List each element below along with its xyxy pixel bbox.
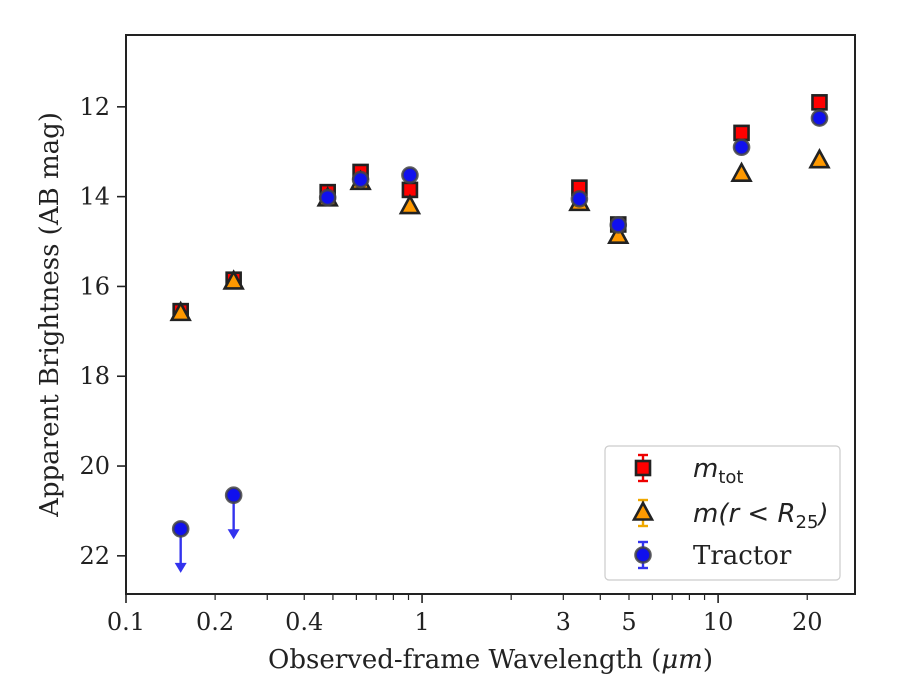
data-point-mtot: [811, 94, 828, 111]
plot-frame: [125, 34, 856, 595]
x-tick-label: 5: [621, 608, 636, 636]
y-tick-label: 20: [79, 452, 110, 480]
legend-marker-mtot: [634, 459, 652, 477]
x-tick-label: 0.4: [285, 608, 323, 636]
x-axis-label-suffix: ): [703, 645, 713, 675]
series-tractor: [171, 109, 829, 573]
legend-label-mtot: mtot: [693, 454, 743, 488]
data-point-tractor: [318, 188, 337, 207]
series-mr25: [169, 148, 831, 322]
chart-marks: [169, 94, 831, 573]
data-point-mr25: [607, 223, 630, 244]
y-tick-label: 16: [79, 272, 110, 300]
data-point-mtot: [733, 124, 750, 142]
data-point-tractor: [570, 190, 589, 208]
data-point-tractor: [351, 170, 370, 189]
data-point-tractor: [732, 138, 751, 157]
legend: mtot m(r < R25) Tractor: [604, 445, 841, 581]
data-point-tractor: [171, 520, 190, 538]
x-tick-label: 0.2: [196, 608, 234, 636]
legend-marker-mr25: [631, 500, 655, 521]
y-axis-label: Apparent Brightness (AB mag): [35, 112, 65, 518]
y-tick-label: 18: [79, 362, 110, 390]
data-point-mr25: [730, 161, 753, 182]
y-tick-label: 14: [79, 183, 110, 211]
legend-label-mr25: m(r < R25): [693, 499, 829, 533]
x-tick-label: 1: [414, 608, 429, 636]
chart-axes: 0.1 0.2 0.4 1 3 5 10 20 12 14 16 18 20 22: [79, 34, 856, 636]
data-point-tractor: [401, 166, 419, 184]
x-tick-label: 20: [792, 608, 823, 636]
legend-marker-tractor: [634, 546, 652, 564]
upper-limit-arrow-head: [227, 529, 240, 540]
x-tick-label: 10: [703, 608, 734, 636]
series-mtot: [172, 94, 828, 320]
legend-label-tractor: Tractor: [693, 541, 792, 571]
data-point-mr25: [169, 300, 192, 322]
upper-limit-arrow-head: [174, 562, 187, 573]
data-point-mr25: [398, 193, 422, 215]
data-point-tractor: [224, 486, 243, 505]
data-point-mr25: [808, 148, 831, 169]
data-point-tractor: [609, 216, 628, 234]
x-tick-label: 0.1: [107, 608, 145, 636]
x-axis-label-prefix: Observed-frame Wavelength (: [268, 645, 661, 675]
legend-box: [604, 445, 841, 581]
data-point-tractor: [810, 109, 829, 127]
x-axis-label: Observed-frame Wavelength (μm): [268, 645, 713, 675]
y-tick-label: 12: [79, 93, 110, 121]
x-axis-label-unit: μm: [661, 645, 703, 675]
y-tick-label: 22: [79, 542, 110, 570]
x-tick-label: 3: [556, 608, 571, 636]
data-point-mr25: [222, 269, 245, 290]
